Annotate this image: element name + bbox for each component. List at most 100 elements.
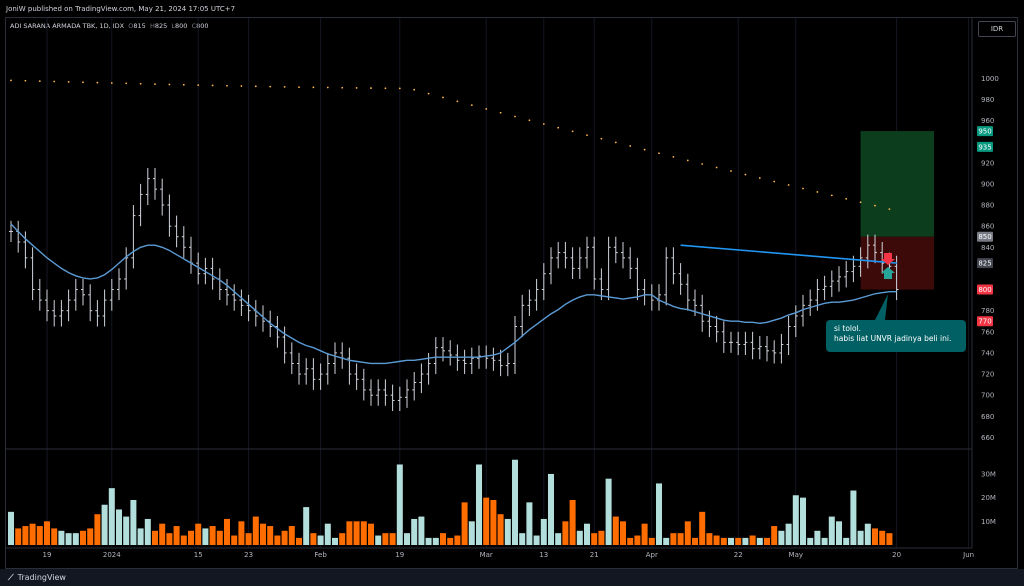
- volume-bar: [533, 535, 540, 545]
- ohlc-bar: [153, 168, 157, 200]
- long-ma-dot: [53, 80, 56, 83]
- volume-bar: [821, 537, 828, 545]
- ohlc-bar: [174, 215, 179, 248]
- volume-bar: [843, 537, 850, 545]
- volume-bar: [274, 535, 281, 545]
- volume-bar: [468, 521, 475, 545]
- time-tick-label: 19: [395, 551, 404, 559]
- volume-bar: [504, 518, 511, 545]
- volume-bar: [65, 533, 72, 545]
- long-ma-dot: [110, 82, 113, 84]
- volume-bar: [526, 502, 533, 545]
- price-tick-label: 840: [981, 244, 994, 252]
- ohlc-bar: [757, 336, 762, 360]
- long-ma-dot: [773, 180, 776, 183]
- long-ma-dot: [571, 130, 574, 133]
- ohlc-bar: [469, 347, 474, 375]
- time-tick-label: Jun: [962, 551, 974, 559]
- long-ma-dot: [182, 83, 185, 86]
- long-ma-dot: [701, 163, 704, 165]
- volume-bar: [706, 533, 713, 545]
- volume-bar: [260, 523, 266, 545]
- volume-bar: [648, 537, 655, 545]
- volume-bar: [670, 533, 677, 545]
- ohlc-bar: [765, 336, 769, 362]
- ohlc-bar: [210, 257, 215, 290]
- volume-bar: [728, 537, 734, 545]
- ohlc-bar: [397, 386, 402, 412]
- ohlc-bar: [707, 310, 712, 338]
- ohlc-bar: [829, 270, 834, 297]
- moving-average-line: [10, 223, 897, 365]
- volume-bar: [677, 533, 684, 545]
- volume-bar: [144, 518, 151, 545]
- ohlc-bar: [347, 347, 352, 385]
- long-ma-dot: [226, 84, 228, 87]
- ohlc-bar: [570, 247, 575, 279]
- long-ma-dot: [24, 79, 27, 82]
- ohlc-bar: [181, 226, 186, 258]
- volume-bar: [281, 530, 288, 545]
- ohlc-bar: [275, 315, 280, 348]
- volume-bar: [483, 497, 490, 545]
- volume-bar: [202, 528, 209, 545]
- volume-bar: [15, 528, 22, 545]
- ohlc-bar: [563, 242, 568, 269]
- ohlc-bar: [131, 205, 136, 269]
- volume-bar: [497, 514, 504, 545]
- ohlc-bar: [109, 278, 114, 311]
- note-callout[interactable]: si tolol. habis liat UNVR jadinya beli i…: [826, 320, 966, 352]
- long-ma-dot: [600, 137, 603, 140]
- volume-bar: [375, 535, 382, 545]
- long-ma-dot: [283, 85, 286, 88]
- volume-tick-label: 20M: [981, 494, 996, 502]
- price-tick-label: 980: [981, 96, 994, 104]
- long-ma-dot: [442, 96, 444, 99]
- volume-bar: [742, 537, 749, 545]
- ohlc-bar: [88, 284, 93, 322]
- ohlc-bar: [232, 284, 237, 311]
- close-value: 800: [196, 22, 209, 30]
- ohlc-bar: [678, 263, 683, 295]
- ohlc-bar: [621, 242, 625, 269]
- ohlc-bar: [73, 278, 78, 311]
- ohlc-bar: [505, 352, 510, 377]
- time-tick-label: Mar: [480, 551, 493, 559]
- ohlc-bar: [390, 384, 395, 412]
- volume-bar: [627, 537, 634, 545]
- volume-bar: [792, 495, 799, 545]
- volume-bar: [231, 535, 238, 545]
- volume-bar: [555, 533, 562, 545]
- currency-button[interactable]: IDR: [978, 21, 1016, 37]
- volume-bar: [180, 535, 187, 545]
- long-ma-dot: [456, 100, 459, 103]
- volume-bar: [476, 464, 482, 545]
- sell-arrow-icon: [881, 253, 895, 265]
- ohlc-bar: [714, 315, 719, 343]
- ohlc-bar: [729, 331, 733, 353]
- ohlc-bar: [117, 268, 121, 301]
- volume-bar: [288, 526, 295, 545]
- volume-bar: [778, 530, 785, 545]
- ohlc-bar: [59, 300, 64, 327]
- volume-bar: [800, 497, 806, 545]
- publish-text: JoniW published on TradingView.com, May …: [6, 5, 236, 13]
- volume-bar: [267, 526, 274, 545]
- long-ma-dot: [514, 115, 516, 118]
- ohlc-bar: [822, 275, 827, 301]
- volume-bar: [101, 504, 108, 545]
- callout-pointer: [875, 294, 888, 320]
- volume-bar: [188, 530, 194, 545]
- long-ma-dot: [384, 87, 387, 90]
- price-tick-label: 700: [981, 392, 994, 400]
- volume-bar: [699, 511, 706, 545]
- volume-bar: [605, 478, 612, 545]
- volume-bar: [814, 530, 821, 545]
- long-ma-dot: [254, 85, 257, 88]
- price-tick-label: 1000: [981, 75, 999, 83]
- target-zone: [860, 131, 934, 237]
- high-label: H: [149, 22, 155, 30]
- price-badge-label: 770: [978, 318, 991, 326]
- ohlc-bar: [369, 379, 373, 406]
